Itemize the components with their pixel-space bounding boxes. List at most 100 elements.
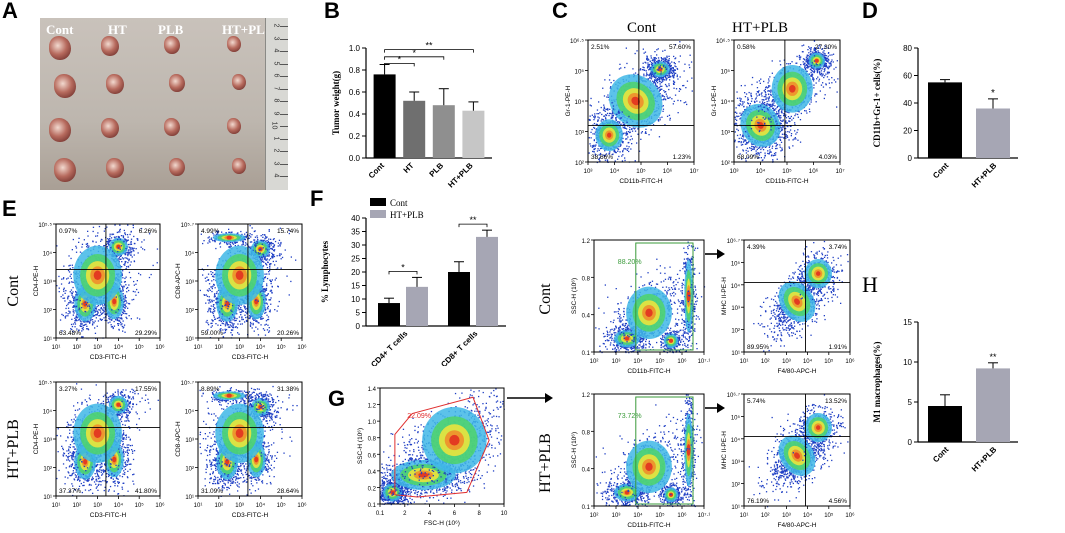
y-tick-label: 0.1 [582,505,591,511]
y-axis-label: SSC-H (10⁶) [571,278,578,314]
ruler-tick [280,76,288,77]
ruler-number: 3 [272,161,280,165]
x-tick-label: 10² [761,513,770,519]
y-tick-label: 0 [908,154,913,163]
photo-label-ht: HT [108,22,127,37]
x-tick-label: 10¹ [740,359,749,365]
y-axis-label: % Lymphocytes [320,240,330,303]
significance-label: * [991,88,995,99]
significance-bracket [384,63,415,67]
plot-frame [743,239,851,353]
y-tick-label: 1.2 [582,393,591,399]
x-tick-label: 10³ [782,513,791,519]
plot-frame [593,393,705,507]
y-tick-label: 1.2 [582,239,591,245]
quadrant-ur-label: 13.52% [825,398,847,405]
tumor-sample [232,158,246,174]
chart-f: 0 5 10 15 20 25 30 35 40 % Lymphocytes Cont HT+PLB *… [320,198,506,366]
panel-letter-c: C [552,0,568,23]
y-tick-label: 10⁵ [731,414,741,421]
plot-frame [743,393,851,507]
y-tick-label: 10 [351,295,360,304]
y-tick-label: 10³ [721,130,730,137]
x-tick-label: 10⁴ [756,168,766,175]
y-tick-label: 10⁴ [185,251,195,258]
tumor-sample [169,74,185,92]
gate-polygon [394,396,490,498]
c-title-htplb: HT+PLB [732,20,788,36]
x-tick-label: 10⁴ [633,512,643,519]
bar [448,272,470,326]
y-tick-label: 10⁴ [43,251,53,258]
arrow-right-icon [705,403,725,413]
flow-mhc-cont: 10¹ 10² 10³ 10⁴ 10⁵ 10⁶ 10¹ 10² 10³ 10⁴ 10⁵ 10⁶·⁷ F4… [721,238,855,375]
y-tick-label: 35 [351,228,360,237]
chart-h: 0 5 10 15 M1 macrophages(%) Cont HT+PLB ** [872,318,1018,474]
legend-label: HT+PLB [390,210,424,220]
quadrant-ll-label: 89.95% [747,344,769,351]
y-tick-label: 10⁴ [185,409,195,416]
density-scatter [748,394,849,508]
y-axis-label: Gr-1-PE-H [711,85,718,116]
ruler-tick [280,101,288,102]
x-tick-label: 10⁴ [633,358,643,365]
y-axis-label: SSC-H (10⁶) [357,428,364,464]
y-tick-label: 10⁴ [574,99,584,106]
legend-label: Cont [390,198,408,208]
y-tick-label: 20 [351,268,360,277]
tumor-photo: Cont HT PLB HT+PLB 2 3 4 5 6 7 8 9 10 1 2 3 4 [40,18,288,190]
y-tick-label: 0.4 [582,314,591,320]
quadrant-lr-label: 28.64% [277,488,299,495]
y-axis-label: CD4-PE-H [33,265,40,296]
panel-letter-b: B [324,0,340,23]
ruler-tick [280,176,288,177]
ruler-number: 4 [272,48,280,53]
y-tick-label: 10⁴ [720,99,730,106]
x-tick-label: 10⁷·¹ [698,512,710,519]
y-tick-label: 0.2 [349,132,361,141]
x-tick-label: 10⁵ [135,502,145,509]
y-tick-label: 10⁵ [575,69,585,76]
flow-c-cont: 10³ 10⁴ 10⁵ 10⁶ 10⁷10²10³10⁴10⁵10⁶·⁵CD11b-FI… [565,38,699,185]
significance-label: ** [469,215,477,225]
y-tick-label: 0 [908,438,913,447]
tumor-sample [106,74,124,94]
x-tick-label: 10⁶ [677,358,687,365]
y-tick-label: 10 [903,358,912,367]
y-tick-label: 40 [351,214,360,223]
bar [976,368,1010,442]
plot-frame [593,239,705,353]
flow-ssc-htplb: 10² 10³ 10⁴ 10⁵ 10⁶ 10⁷·¹ 0.1 0.4 0.8 1.2 CD11b-FI… [571,393,710,529]
flow-c-htplb: 10³ 10⁴ 10⁵ 10⁶ 10⁷10²10³10⁴10⁵10⁶·⁵CD11b-FI… [711,38,845,185]
ruler-tick [280,126,288,127]
bar [928,82,962,158]
x-tick-label: 10³ [730,168,739,175]
significance-bracket [384,56,445,60]
x-tick-label: 10⁶ [663,168,673,175]
density-scatter [595,394,703,508]
x-tick-label: 10¹ [52,503,61,509]
bar [406,286,428,326]
density-scatter [753,240,849,352]
quadrant-ll-label: 76.19% [747,498,769,505]
y-tick-label: 40 [903,99,912,108]
plot-frame [379,387,505,505]
x-tick-label: 10³ [93,345,102,351]
x-tick-label: 2 [403,511,407,517]
photo-label-htplb: HT+PLB [222,22,274,37]
gate-rectangle [635,396,694,505]
x-tick-label: 10³ [235,503,244,509]
x-axis-label: CD3-FITC-H [232,512,269,519]
quadrant-ur-label: 17.55% [135,386,157,393]
significance-label: ** [425,41,433,51]
quadrant-ul-label: 0.97% [59,228,78,235]
x-tick-label: 10⁶ [155,502,165,509]
quadrant-ul-label: 0.58% [737,44,756,51]
density-scatter [56,383,159,497]
x-tick-label: 10² [72,345,81,351]
y-tick-label: 10⁵·⁵ [38,380,52,387]
x-tick-label: 10⁶ [677,512,687,519]
quadrant-ur-label: 27.30% [815,44,837,51]
panel-letter-f: F [310,186,324,211]
significance-label: ** [989,352,997,362]
